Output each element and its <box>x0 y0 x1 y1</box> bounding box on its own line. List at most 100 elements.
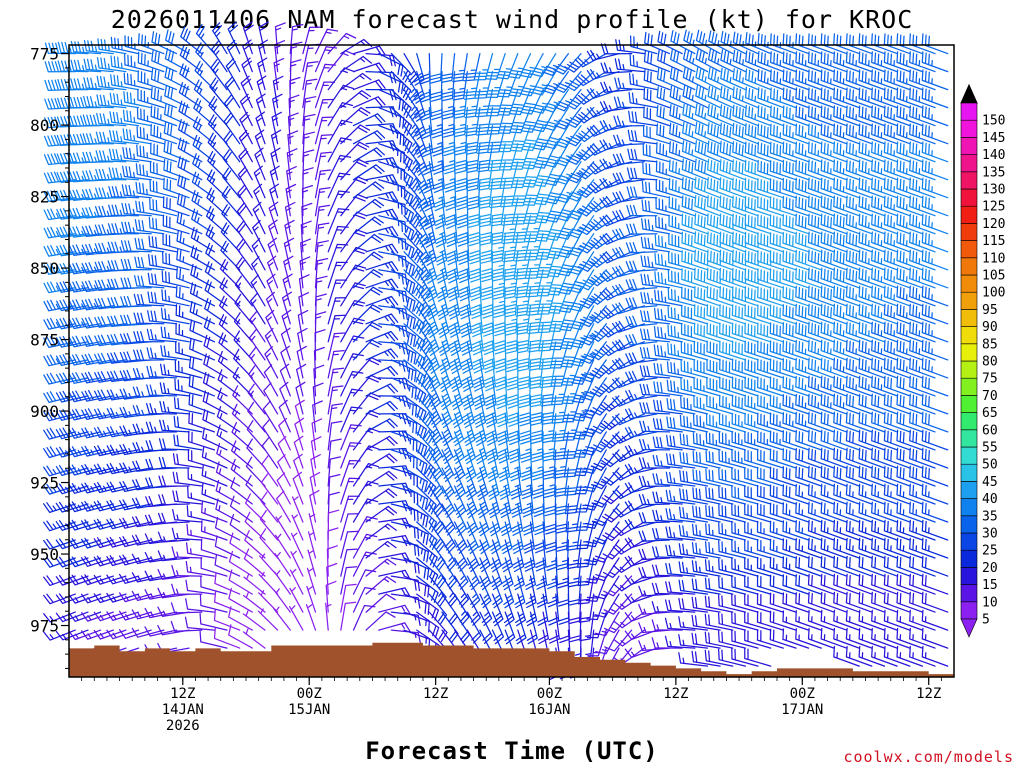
wind-barb <box>833 51 860 73</box>
wind-barb <box>719 122 747 145</box>
colorbar-label: 140 <box>982 148 1005 163</box>
wind-barb <box>858 609 886 631</box>
wind-barb <box>795 357 822 379</box>
wind-barb <box>757 286 784 307</box>
wind-barb <box>159 363 190 379</box>
wind-barb <box>496 413 510 446</box>
wind-barb <box>600 395 633 412</box>
wind-barb <box>184 616 216 631</box>
wind-barb <box>833 627 860 649</box>
wind-barb <box>719 322 747 343</box>
wind-barb <box>93 389 127 402</box>
wind-barb <box>164 66 190 91</box>
wind-barb <box>782 177 810 199</box>
wind-barb <box>340 388 363 415</box>
wind-barb <box>695 85 721 109</box>
wind-barb <box>682 85 709 109</box>
wind-barb <box>820 609 848 631</box>
wind-barb <box>705 523 734 541</box>
wind-barb <box>795 105 822 127</box>
wind-barb <box>234 293 253 325</box>
wind-barb <box>896 267 924 289</box>
wind-barb <box>655 197 683 217</box>
wind-barb <box>599 323 633 338</box>
wind-barb <box>280 345 291 379</box>
wind-barb <box>625 370 658 383</box>
wind-barb <box>70 59 102 73</box>
wind-barb <box>162 233 190 253</box>
wind-barb <box>704 613 734 631</box>
wind-barb <box>896 105 924 127</box>
wind-barb <box>474 52 494 81</box>
wind-barb <box>158 456 190 469</box>
wind-barb <box>151 49 178 73</box>
wind-barb <box>653 344 683 361</box>
wind-barb <box>179 44 203 73</box>
wind-barb <box>416 269 432 302</box>
wind-barb <box>719 231 747 253</box>
wind-barb <box>678 634 709 649</box>
wind-barb <box>669 104 696 127</box>
wind-barb <box>217 369 241 397</box>
wind-barb <box>731 449 759 469</box>
colorbar-label: 5 <box>982 613 990 628</box>
wind-barb <box>302 131 316 163</box>
wind-barb <box>833 303 860 325</box>
wind-barb <box>921 483 949 505</box>
wind-barb <box>121 202 152 217</box>
wind-barb <box>555 179 582 204</box>
wind-barb <box>769 304 797 325</box>
wind-barb <box>429 52 443 84</box>
wind-barb <box>795 339 822 361</box>
wind-barb <box>807 159 835 181</box>
wind-barb <box>189 300 216 325</box>
wind-barb <box>555 161 582 185</box>
wind-barb <box>245 474 266 505</box>
wind-barb <box>896 645 924 667</box>
wind-barb <box>638 457 671 469</box>
wind-barb <box>132 404 165 417</box>
wind-barb <box>43 372 76 385</box>
wind-barb <box>744 86 772 109</box>
wind-barb <box>896 285 924 307</box>
wind-barb <box>215 498 241 523</box>
wind-barb <box>492 269 506 300</box>
wind-barb <box>731 177 759 199</box>
wind-barb <box>390 359 417 382</box>
wind-barb <box>921 555 949 577</box>
wind-barb <box>678 524 709 541</box>
wind-barb <box>909 339 936 361</box>
wind-barb <box>256 75 267 109</box>
wind-barb <box>833 105 860 127</box>
wind-barb <box>403 359 426 387</box>
wind-barb <box>909 627 936 649</box>
wind-barb <box>795 87 822 109</box>
wind-barb <box>55 520 89 531</box>
wind-barb <box>909 483 936 505</box>
wind-barb <box>416 323 433 355</box>
wind-barb <box>68 226 102 238</box>
wind-barb <box>782 195 810 217</box>
wind-barb <box>679 414 709 433</box>
wind-barb <box>273 588 291 613</box>
wind-barb <box>282 273 293 307</box>
wind-barb <box>731 231 759 253</box>
wind-barb <box>566 521 582 551</box>
wind-barb <box>257 57 268 91</box>
wind-barb <box>666 434 696 451</box>
wind-barb <box>858 213 886 235</box>
wind-barb <box>567 557 582 588</box>
wind-barb <box>509 88 532 116</box>
wind-barb <box>507 377 519 409</box>
wind-barb <box>136 126 165 145</box>
wind-barb <box>148 216 178 235</box>
wind-barb <box>795 213 822 235</box>
wind-barb <box>452 52 468 83</box>
wind-barb <box>883 573 911 595</box>
wind-barb <box>449 341 462 375</box>
wind-barb <box>871 645 898 667</box>
wind-barb <box>625 389 658 401</box>
wind-barb <box>457 215 470 247</box>
wind-barb <box>200 575 228 595</box>
wind-barb <box>682 103 709 127</box>
